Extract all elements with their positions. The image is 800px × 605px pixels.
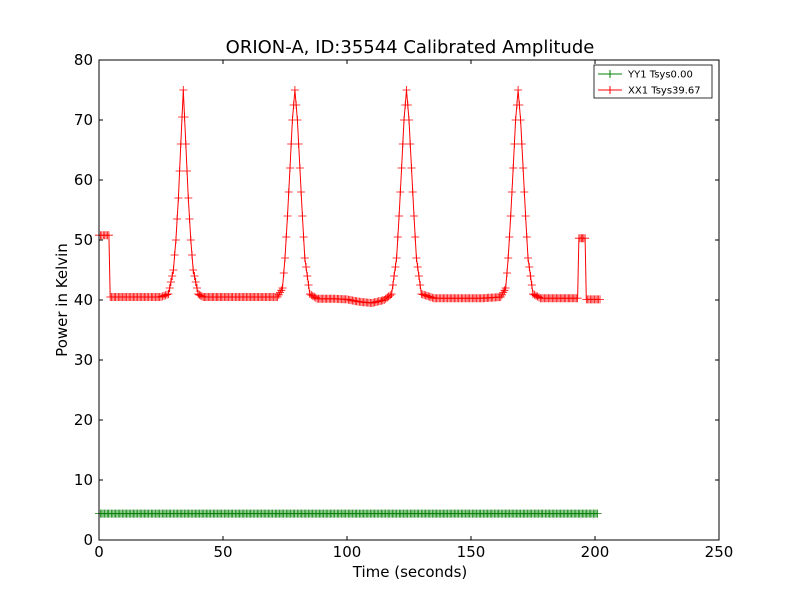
y-axis-label: Power in Kelvin xyxy=(53,243,71,357)
y-tick-label: 30 xyxy=(74,351,93,369)
chart-title: ORION-A, ID:35544 Calibrated Amplitude xyxy=(226,37,595,58)
y-tick-label: 40 xyxy=(74,291,93,309)
legend-box xyxy=(593,64,713,99)
legend-label: XX1 Tsys39.67 xyxy=(628,86,701,97)
legend-marker xyxy=(606,70,614,78)
x-tick-label: 150 xyxy=(457,543,486,561)
x-tick-label: 100 xyxy=(333,543,362,561)
y-tick-label: 10 xyxy=(74,471,93,489)
x-tick-label: 250 xyxy=(705,543,734,561)
y-tick-label: 50 xyxy=(74,231,93,249)
legend-marker xyxy=(606,86,614,94)
legend-item: YY1 Tsys0.00 xyxy=(598,70,693,81)
legend-label: YY1 Tsys0.00 xyxy=(627,70,693,81)
ticks-layer: 0 50 100 150 200 250 0 10 20 30 40 50 60 70 80 xyxy=(74,51,733,561)
x-tick-label: 50 xyxy=(213,543,232,561)
x-axis-label: Time (seconds) xyxy=(352,563,468,581)
plot-frame xyxy=(98,59,720,541)
y-tick-label: 20 xyxy=(74,411,93,429)
legend-item: XX1 Tsys39.67 xyxy=(598,86,701,97)
y-tick-label: 70 xyxy=(74,111,93,129)
y-tick-label: 80 xyxy=(74,51,93,69)
series-markers xyxy=(95,509,602,518)
y-tick-label: 60 xyxy=(74,171,93,189)
series-line xyxy=(99,89,600,304)
x-tick-label: 200 xyxy=(581,543,610,561)
series-1 xyxy=(95,86,604,307)
plot-layer xyxy=(95,86,604,518)
legend: YY1 Tsys0.00 XX1 Tsys39.67 xyxy=(593,64,713,99)
y-tick-label: 0 xyxy=(83,531,93,549)
series-markers xyxy=(95,86,604,307)
x-tick-label: 0 xyxy=(94,543,104,561)
series-0 xyxy=(95,509,602,518)
